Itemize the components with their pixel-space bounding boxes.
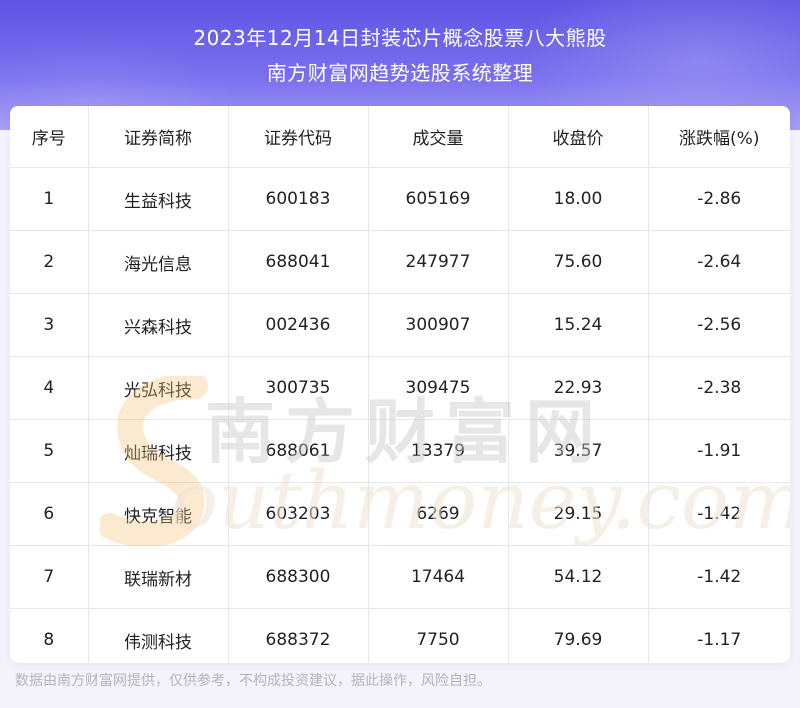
cell-name: 兴森科技	[88, 293, 229, 357]
cell-rank: 1	[10, 167, 89, 231]
cell-rank: 6	[10, 482, 89, 546]
cell-change: -2.38	[648, 356, 790, 420]
cell-code: 688061	[228, 419, 369, 483]
cell-close: 15.24	[508, 293, 649, 357]
cell-code: 002436	[228, 293, 369, 357]
cell-code: 603203	[228, 482, 369, 546]
table-row: 6 快克智能 603203 6269 29.15 -1.42	[10, 482, 790, 546]
cell-name: 快克智能	[88, 482, 229, 546]
cell-change: -1.42	[648, 482, 790, 546]
cell-volume: 605169	[368, 167, 509, 231]
cell-close: 79.69	[508, 608, 649, 663]
cell-name: 灿瑞科技	[88, 419, 229, 483]
cell-code: 300735	[228, 356, 369, 420]
cell-rank: 3	[10, 293, 89, 357]
cell-close: 54.12	[508, 545, 649, 609]
cell-volume: 17464	[368, 545, 509, 609]
table-row: 1 生益科技 600183 605169 18.00 -2.86	[10, 167, 790, 231]
table-row: 7 联瑞新材 688300 17464 54.12 -1.42	[10, 545, 790, 609]
cell-name: 光弘科技	[88, 356, 229, 420]
stock-table: 序号 证券简称 证券代码 成交量 收盘价 涨跌幅(%) 1 生益科技 60018…	[10, 106, 790, 663]
cell-rank: 5	[10, 419, 89, 483]
cell-rank: 8	[10, 608, 89, 663]
cell-name: 联瑞新材	[88, 545, 229, 609]
cell-close: 22.93	[508, 356, 649, 420]
cell-change: -1.17	[697, 630, 742, 650]
cell-name: 海光信息	[88, 230, 229, 294]
cell-close: 39.57	[508, 419, 649, 483]
cell-code: 688300	[228, 545, 369, 609]
column-header-rank: 序号	[10, 106, 89, 168]
cell-rank: 4	[10, 356, 89, 420]
column-header-name: 证券简称	[88, 106, 229, 168]
cell-rank: 2	[10, 230, 89, 294]
table-row: 8 伟测科技 688372 7750 79.69 -1.17	[10, 608, 790, 663]
cell-name: 生益科技	[88, 167, 229, 231]
page-title: 2023年12月14日封装芯片概念股票八大熊股	[193, 26, 607, 50]
cell-volume: 6269	[368, 482, 509, 546]
header-banner: 2023年12月14日封装芯片概念股票八大熊股 南方财富网趋势选股系统整理	[0, 0, 800, 130]
column-header-change: 涨跌幅(%)	[648, 106, 790, 168]
cell-rank: 7	[10, 545, 89, 609]
cell-code: 600183	[228, 167, 369, 231]
cell-volume: 13379	[368, 419, 509, 483]
column-header-volume: 成交量	[368, 106, 509, 168]
cell-close: 29.15	[508, 482, 649, 546]
cell-volume: 7750	[368, 608, 509, 663]
column-header-close: 收盘价	[508, 106, 649, 168]
cell-change: -1.42	[648, 545, 790, 609]
footer-disclaimer: 数据由南方财富网提供，仅供参考，不构成投资建议，据此操作，风险自担。	[15, 673, 491, 689]
cell-name: 伟测科技	[88, 608, 229, 663]
cell-change: -2.64	[648, 230, 790, 294]
cell-volume: 247977	[368, 230, 509, 294]
cell-close: 75.60	[508, 230, 649, 294]
stock-table-card: 序号 证券简称 证券代码 成交量 收盘价 涨跌幅(%) 1 生益科技 60018…	[10, 106, 790, 663]
cell-volume: 300907	[368, 293, 509, 357]
table-row: 4 光弘科技 300735 309475 22.93 -2.38	[10, 356, 790, 420]
table-header-row: 序号 证券简称 证券代码 成交量 收盘价 涨跌幅(%)	[10, 106, 790, 168]
column-header-code: 证券代码	[228, 106, 369, 168]
table-row: 5 灿瑞科技 688061 13379 39.57 -1.91	[10, 419, 790, 483]
cell-change: -2.56	[648, 293, 790, 357]
cell-code: 688372	[228, 608, 369, 663]
table-row: 3 兴森科技 002436 300907 15.24 -2.56	[10, 293, 790, 357]
cell-code: 688041	[228, 230, 369, 294]
page-subtitle: 南方财富网趋势选股系统整理	[266, 61, 534, 85]
cell-change: -1.91	[648, 419, 790, 483]
table-row: 2 海光信息 688041 247977 75.60 -2.64	[10, 230, 790, 294]
cell-change: -2.86	[648, 167, 790, 231]
cell-close: 18.00	[508, 167, 649, 231]
cell-volume: 309475	[368, 356, 509, 420]
